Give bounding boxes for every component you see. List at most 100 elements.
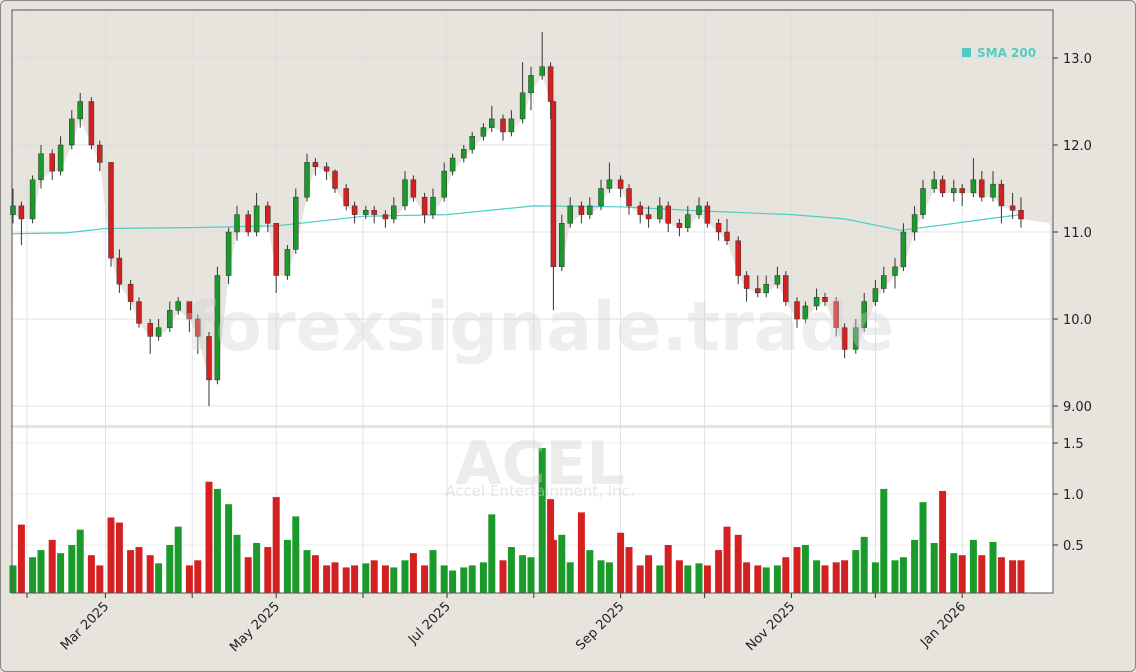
volume-bar bbox=[194, 560, 202, 593]
volume-bar bbox=[213, 488, 221, 593]
volume-bar bbox=[880, 488, 888, 593]
candle-body bbox=[645, 214, 652, 220]
candle-body bbox=[430, 196, 436, 215]
ytick-label: 13.0 bbox=[1063, 52, 1092, 67]
volume-bar bbox=[390, 567, 398, 593]
volume-bar bbox=[919, 502, 927, 593]
volume-bar bbox=[233, 534, 241, 593]
candle-body bbox=[755, 288, 761, 294]
candle-body bbox=[214, 275, 221, 381]
candle-body bbox=[312, 162, 319, 167]
volume-bar bbox=[549, 539, 557, 593]
candle-body bbox=[293, 196, 299, 250]
volume-bar bbox=[48, 539, 56, 593]
volume-bar bbox=[617, 532, 625, 593]
xtick-label: Nov 2025 bbox=[743, 599, 798, 654]
volume-bar bbox=[225, 504, 233, 593]
candle-body bbox=[637, 205, 643, 215]
candle-body bbox=[696, 205, 702, 215]
volume-bar bbox=[832, 562, 840, 593]
candle-body bbox=[77, 101, 83, 120]
volume-bar bbox=[440, 565, 448, 593]
volume-bar bbox=[636, 565, 644, 593]
volume-bar bbox=[989, 541, 997, 593]
candle-body bbox=[528, 75, 534, 94]
volume-bar bbox=[715, 550, 723, 593]
candle-body bbox=[665, 205, 671, 224]
volume-bar bbox=[605, 562, 613, 593]
volume-bar bbox=[656, 565, 664, 593]
volume-bar bbox=[253, 542, 261, 593]
volume-bar bbox=[860, 536, 868, 593]
candle-body bbox=[480, 127, 487, 137]
volume-bar bbox=[421, 565, 429, 593]
candle-body bbox=[18, 205, 25, 220]
volume-bar bbox=[449, 570, 457, 593]
candle-body bbox=[363, 210, 369, 215]
candle-body bbox=[97, 144, 103, 163]
volume-bar bbox=[135, 547, 143, 593]
candle-body bbox=[979, 179, 985, 198]
volume-bar bbox=[460, 567, 468, 593]
ytick-label: 1.0 bbox=[1063, 488, 1084, 503]
candle-body bbox=[304, 162, 310, 198]
candle-body bbox=[892, 266, 898, 276]
volume-bar bbox=[76, 529, 84, 593]
volume-bar bbox=[911, 539, 919, 593]
candle-body bbox=[402, 179, 408, 207]
volume-bar bbox=[283, 539, 291, 593]
candle-body bbox=[391, 205, 397, 220]
volume-bar bbox=[950, 553, 958, 593]
volume-bar bbox=[1009, 560, 1017, 593]
volume-bar bbox=[762, 567, 770, 593]
candle-body bbox=[500, 118, 506, 133]
candle-body bbox=[617, 179, 624, 189]
candle-body bbox=[685, 214, 691, 228]
candle-body bbox=[626, 188, 632, 207]
volume-bar bbox=[272, 497, 280, 593]
candle-body bbox=[881, 275, 887, 289]
candle-body bbox=[587, 205, 593, 215]
volume-bar bbox=[586, 550, 594, 593]
volume-bar bbox=[292, 516, 300, 593]
ytick-label: 10.0 bbox=[1063, 313, 1092, 328]
volume-bar bbox=[362, 563, 370, 593]
volume-bar bbox=[841, 560, 849, 593]
volume-bar bbox=[107, 517, 115, 593]
candle-body bbox=[155, 327, 162, 337]
candle-body bbox=[461, 149, 467, 159]
ytick-label: 9.00 bbox=[1063, 400, 1092, 415]
volume-bar bbox=[351, 565, 359, 593]
volume-bar bbox=[429, 550, 437, 593]
volume-bar bbox=[68, 545, 76, 593]
volume-bar bbox=[782, 557, 790, 593]
volume-bar bbox=[743, 562, 751, 593]
candle-body bbox=[794, 301, 800, 320]
candle-body bbox=[29, 179, 36, 220]
volume-bar bbox=[9, 565, 17, 593]
volume-bar bbox=[801, 545, 809, 593]
volume-bar bbox=[734, 534, 742, 593]
candle-body bbox=[245, 214, 251, 233]
volume-bar bbox=[958, 555, 966, 593]
volume-bar bbox=[370, 560, 378, 593]
volume-bar bbox=[519, 555, 527, 593]
volume-bar bbox=[969, 539, 977, 593]
volume-bar bbox=[625, 547, 633, 593]
candle-body bbox=[861, 301, 867, 328]
candle-body bbox=[559, 223, 565, 268]
plot-frame bbox=[11, 9, 1054, 594]
volume-bar bbox=[303, 550, 311, 593]
volume-bar bbox=[558, 534, 566, 593]
candle-body bbox=[371, 210, 377, 215]
volume-bar bbox=[57, 553, 65, 593]
volume-bar bbox=[342, 567, 350, 593]
candle-body bbox=[225, 231, 232, 276]
volume-bar bbox=[205, 481, 213, 593]
candle-body bbox=[959, 188, 965, 194]
candle-body bbox=[951, 188, 957, 194]
candle-body bbox=[676, 223, 683, 228]
volume-bar bbox=[331, 562, 339, 593]
candle-body bbox=[10, 205, 16, 215]
candle-body bbox=[332, 170, 338, 189]
